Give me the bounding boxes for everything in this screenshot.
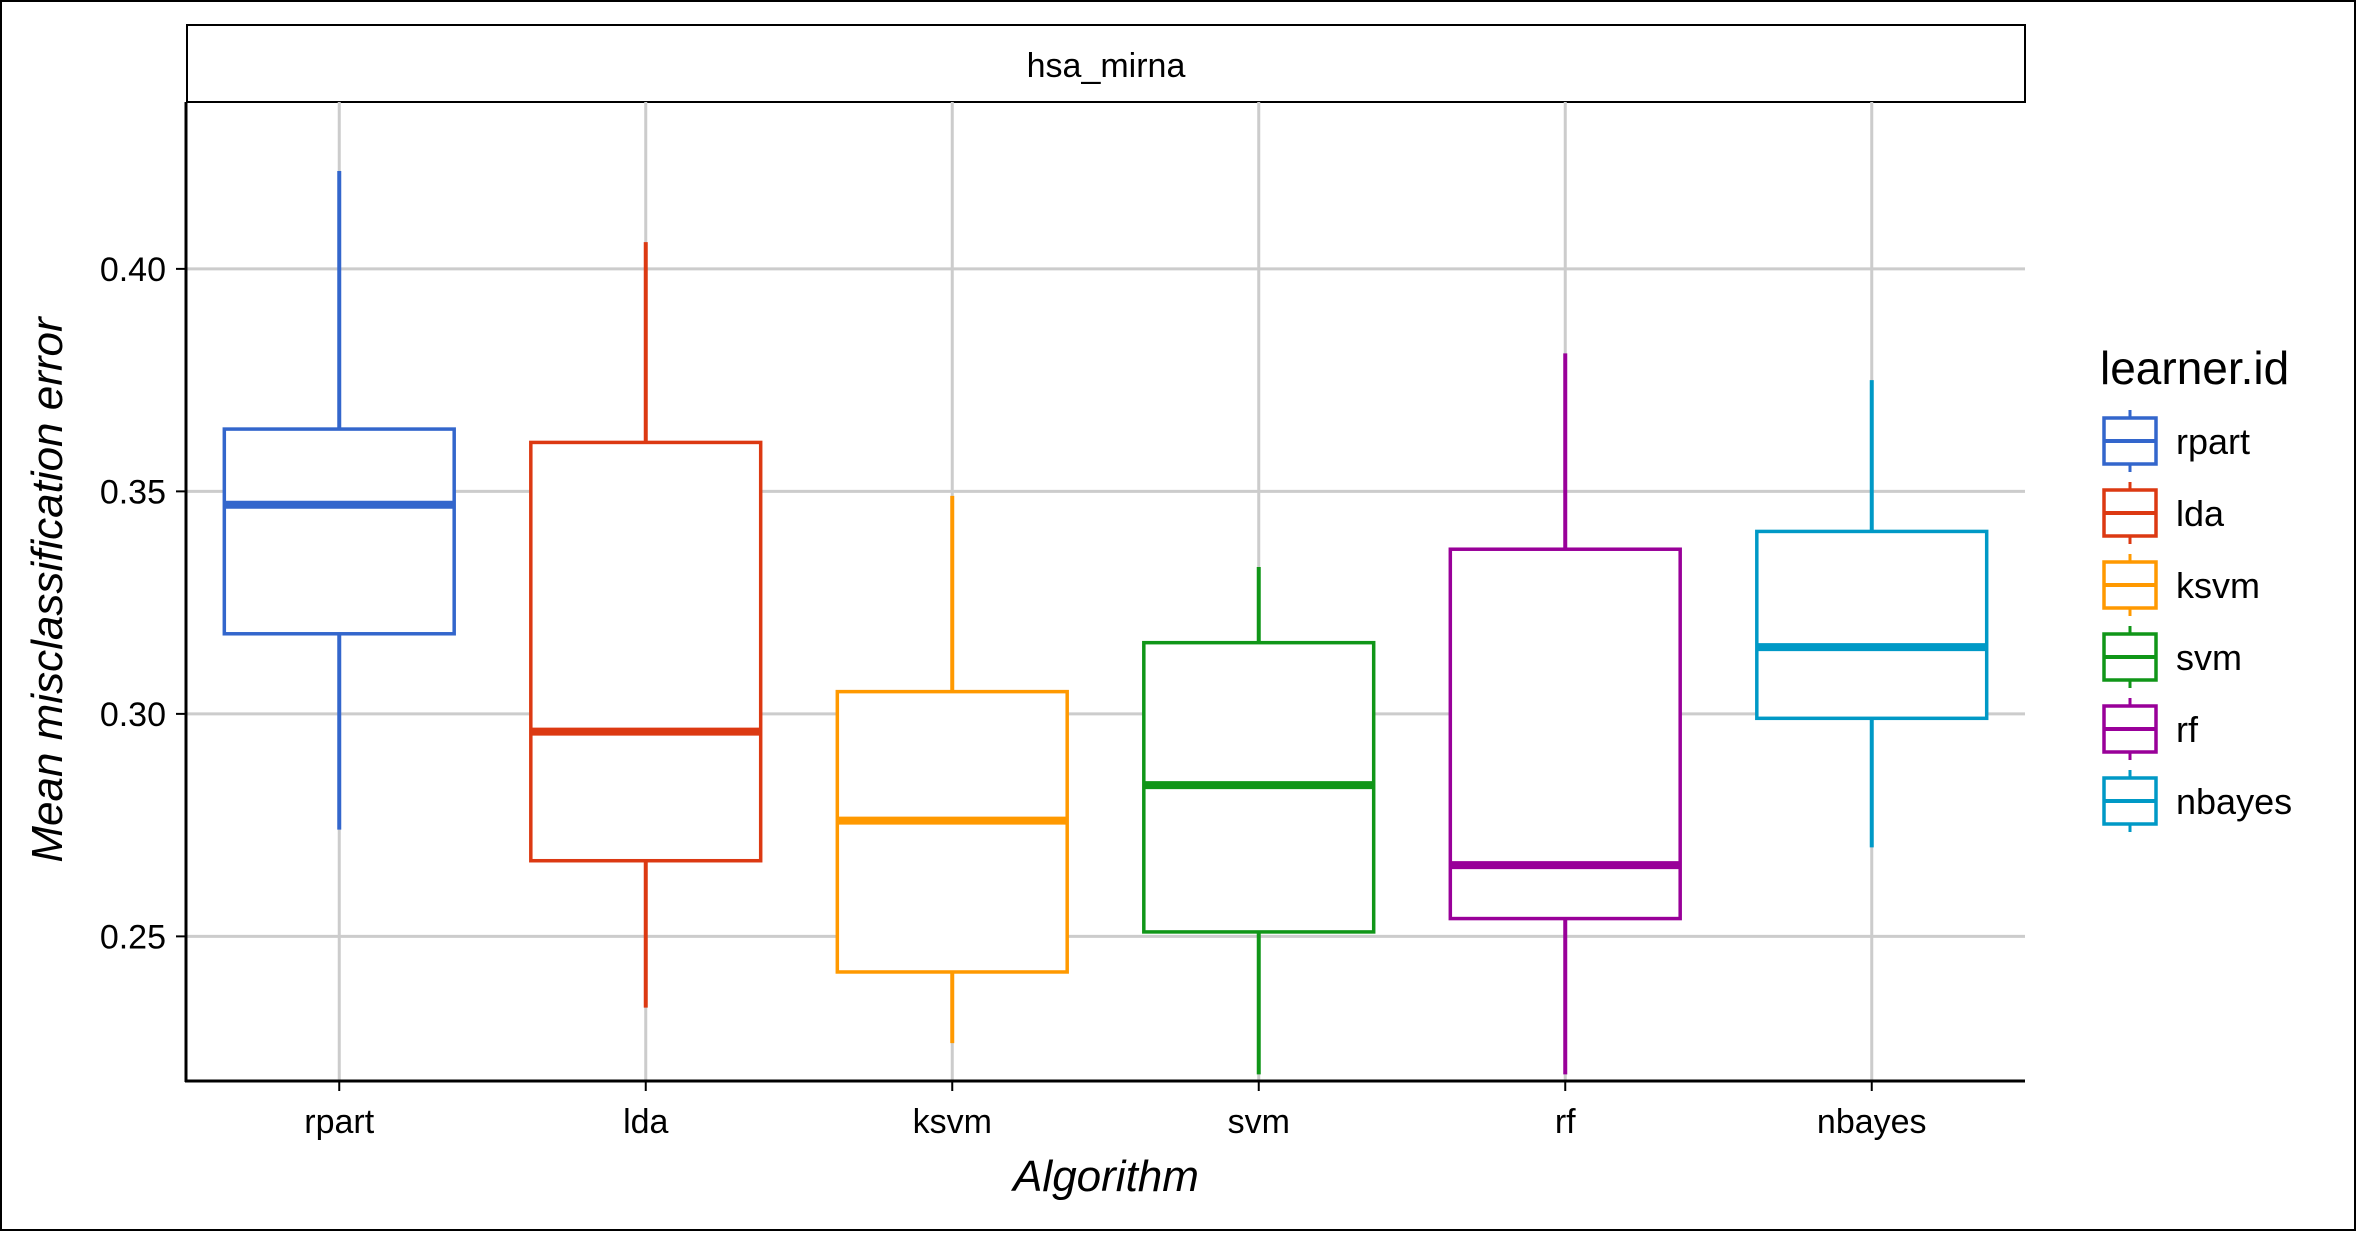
box-rpart bbox=[222, 170, 456, 830]
x-tick-label-ksvm: ksvm bbox=[913, 1103, 992, 1141]
x-axis-title: Algorithm bbox=[1010, 1152, 1199, 1201]
legend-items: rpart lda ksvm svm rf nbayes bbox=[2102, 410, 2292, 832]
legend-title: learner.id bbox=[2100, 342, 2289, 394]
iqr-box bbox=[835, 689, 1069, 974]
legend-label: nbayes bbox=[2176, 781, 2292, 822]
facet-label: hsa_mirna bbox=[1027, 47, 1186, 85]
legend-item-ksvm: ksvm bbox=[2102, 554, 2260, 616]
legend-item-svm: svm bbox=[2102, 626, 2242, 688]
y-tick-label: 0.30 bbox=[100, 696, 166, 734]
iqr-box bbox=[1448, 547, 1682, 921]
iqr-box bbox=[1755, 529, 1989, 721]
axes: 0.25 0.30 0.35 0.40 rpart lda ksvm svm rf nbayes bbox=[100, 102, 2025, 1141]
box-layer bbox=[222, 170, 1989, 1075]
legend-label: rpart bbox=[2176, 421, 2250, 462]
legend-label: rf bbox=[2176, 709, 2199, 750]
x-tick-label-nbayes: nbayes bbox=[1817, 1103, 1927, 1141]
box-lda bbox=[529, 242, 763, 1008]
facet-strip: hsa_mirna bbox=[186, 24, 2026, 103]
box-svm bbox=[1142, 567, 1376, 1075]
y-tick-label: 0.35 bbox=[100, 473, 166, 511]
legend-item-lda: lda bbox=[2102, 482, 2225, 544]
y-tick-label: 0.40 bbox=[100, 251, 166, 289]
x-tick-label-lda: lda bbox=[623, 1103, 668, 1141]
x-tick-label-rpart: rpart bbox=[304, 1103, 374, 1141]
iqr-box bbox=[222, 427, 456, 636]
box-ksvm bbox=[835, 495, 1069, 1044]
x-tick-label-rf: rf bbox=[1555, 1103, 1576, 1141]
legend-label: lda bbox=[2176, 493, 2225, 534]
iqr-box bbox=[529, 440, 763, 863]
box-nbayes bbox=[1755, 380, 1989, 848]
facet-strip-box bbox=[186, 24, 2026, 103]
legend-item-rpart: rpart bbox=[2102, 410, 2250, 472]
legend: learner.id rpart lda ksvm svm rf nbayes bbox=[2100, 342, 2292, 832]
x-tick-label-svm: svm bbox=[1228, 1103, 1290, 1141]
legend-item-rf: rf bbox=[2102, 698, 2199, 760]
legend-item-nbayes: nbayes bbox=[2102, 770, 2292, 832]
box-rf bbox=[1448, 353, 1682, 1075]
legend-label: svm bbox=[2176, 637, 2242, 678]
y-tick-label: 0.25 bbox=[100, 918, 166, 956]
legend-label: ksvm bbox=[2176, 565, 2260, 606]
y-axis-title: Mean misclassification error bbox=[23, 315, 72, 863]
